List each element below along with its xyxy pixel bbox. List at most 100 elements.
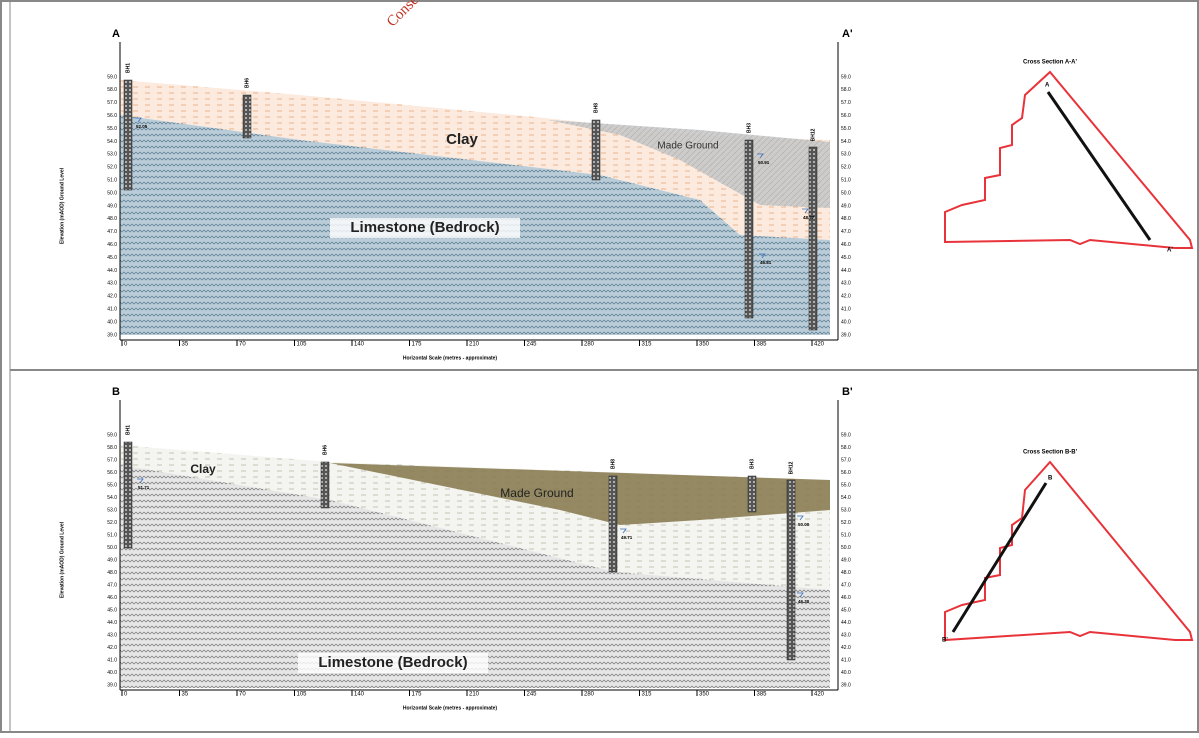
section-start: B	[112, 386, 120, 398]
x-tick-label: 35	[182, 342, 189, 348]
y-tick-label: 40.0	[841, 319, 851, 325]
y-tick-label: 48.0	[841, 570, 851, 576]
y-tick-label: 41.0	[841, 307, 851, 313]
y-tick-label: 55.0	[107, 482, 117, 488]
map-end: A'	[1167, 248, 1173, 254]
y-tick-label: 46.0	[107, 595, 117, 601]
y-tick-label: 56.0	[107, 470, 117, 476]
layer-label: Made Ground	[657, 141, 718, 152]
y-tick-label: 43.0	[841, 281, 851, 287]
borehole-label: BH12	[810, 128, 816, 141]
layer-label: Limestone (Bedrock)	[350, 219, 499, 236]
x-tick-label: 105	[297, 342, 308, 348]
y-tick-label: 57.0	[107, 100, 117, 106]
page: {"watermark": "Consent of", "sections": …	[0, 0, 1199, 738]
y-tick-label: 46.0	[841, 242, 851, 248]
y-tick-label: 51.0	[107, 178, 117, 184]
y-tick-label: 45.0	[107, 607, 117, 613]
water-level: 49.71	[621, 535, 633, 540]
map-start: A	[1045, 83, 1050, 89]
section-end: B'	[842, 386, 853, 398]
water-level: 46.30	[798, 599, 810, 604]
map-title: Cross Section B-B'	[1023, 450, 1078, 456]
x-tick-label: 210	[469, 692, 480, 698]
y-tick-label: 46.0	[107, 242, 117, 248]
water-level: 52.05	[136, 124, 148, 129]
map-start: B	[1048, 476, 1053, 482]
water-level: 50.00	[798, 522, 810, 527]
borehole-label: BH3	[746, 123, 752, 133]
map-title: Cross Section A-A'	[1023, 60, 1077, 66]
y-tick-label: 42.0	[107, 294, 117, 300]
y-tick-label: 39.0	[107, 682, 117, 688]
y-tick-label: 50.0	[107, 190, 117, 196]
y-tick-label: 42.0	[107, 645, 117, 651]
watermark: Consent of	[384, 0, 442, 30]
y-tick-label: 54.0	[841, 495, 851, 501]
y-tick-label: 43.0	[841, 632, 851, 638]
y-tick-label: 59.0	[841, 74, 851, 80]
borehole-label: BH12	[788, 461, 794, 474]
layer-label: Made Ground	[500, 486, 573, 500]
y-tick-label: 59.0	[107, 74, 117, 80]
y-tick-label: 57.0	[841, 457, 851, 463]
y-tick-label: 50.0	[841, 545, 851, 551]
diagram: Consent of AA'Elevation (mAOD) Ground Le…	[0, 0, 1199, 733]
y-tick-label: 45.0	[107, 255, 117, 261]
borehole	[124, 80, 132, 190]
x-tick-label: 105	[297, 692, 308, 698]
y-tick-label: 47.0	[841, 229, 851, 235]
borehole-label: BH1	[125, 425, 131, 435]
x-tick-label: 0	[124, 342, 128, 348]
layer-label: Limestone (Bedrock)	[318, 654, 467, 671]
x-tick-label: 385	[757, 692, 768, 698]
y-tick-label: 56.0	[841, 470, 851, 476]
y-tick-label: 53.0	[107, 152, 117, 158]
y-tick-label: 41.0	[841, 657, 851, 663]
borehole-label: BH6	[322, 445, 328, 455]
y-tick-label: 53.0	[107, 507, 117, 513]
x-tick-label: 175	[412, 692, 423, 698]
borehole-label: BH1	[125, 63, 131, 73]
y-tick-label: 44.0	[107, 620, 117, 626]
y-tick-label: 41.0	[107, 307, 117, 313]
y-tick-label: 56.0	[841, 113, 851, 119]
borehole	[592, 120, 600, 180]
x-tick-label: 315	[642, 342, 653, 348]
x-tick-label: 280	[584, 692, 595, 698]
layer-label: Clay	[190, 462, 216, 476]
borehole-label: BH8	[593, 103, 599, 113]
x-tick-label: 280	[584, 342, 595, 348]
x-tick-label: 0	[124, 692, 128, 698]
borehole	[321, 462, 329, 508]
y-tick-label: 55.0	[107, 126, 117, 132]
x-tick-label: 350	[699, 342, 710, 348]
y-tick-label: 49.0	[841, 203, 851, 209]
y-tick-label: 51.0	[841, 178, 851, 184]
y-tick-label: 44.0	[107, 268, 117, 274]
x-tick-label: 420	[814, 342, 825, 348]
y-tick-label: 58.0	[841, 445, 851, 451]
y-tick-label: 59.0	[107, 432, 117, 438]
site-boundary	[945, 72, 1192, 248]
y-tick-label: 43.0	[107, 632, 117, 638]
x-tick-label: 70	[239, 692, 246, 698]
section-line	[953, 483, 1046, 632]
borehole-label: BH3	[749, 459, 755, 469]
x-tick-label: 315	[642, 692, 653, 698]
y-tick-label: 58.0	[841, 87, 851, 93]
y-tick-label: 39.0	[107, 332, 117, 338]
y-tick-label: 47.0	[841, 582, 851, 588]
y-tick-label: 39.0	[841, 682, 851, 688]
y-tick-label: 55.0	[841, 482, 851, 488]
y-tick-label: 53.0	[841, 507, 851, 513]
section-start: A	[112, 28, 120, 40]
water-level: 48.77	[803, 215, 815, 220]
y-tick-label: 57.0	[841, 100, 851, 106]
x-tick-label: 350	[699, 692, 710, 698]
y-tick-label: 46.0	[841, 595, 851, 601]
y-tick-label: 44.0	[841, 268, 851, 274]
x-tick-label: 175	[412, 342, 423, 348]
y-tick-label: 49.0	[107, 203, 117, 209]
y-tick-label: 52.0	[107, 520, 117, 526]
